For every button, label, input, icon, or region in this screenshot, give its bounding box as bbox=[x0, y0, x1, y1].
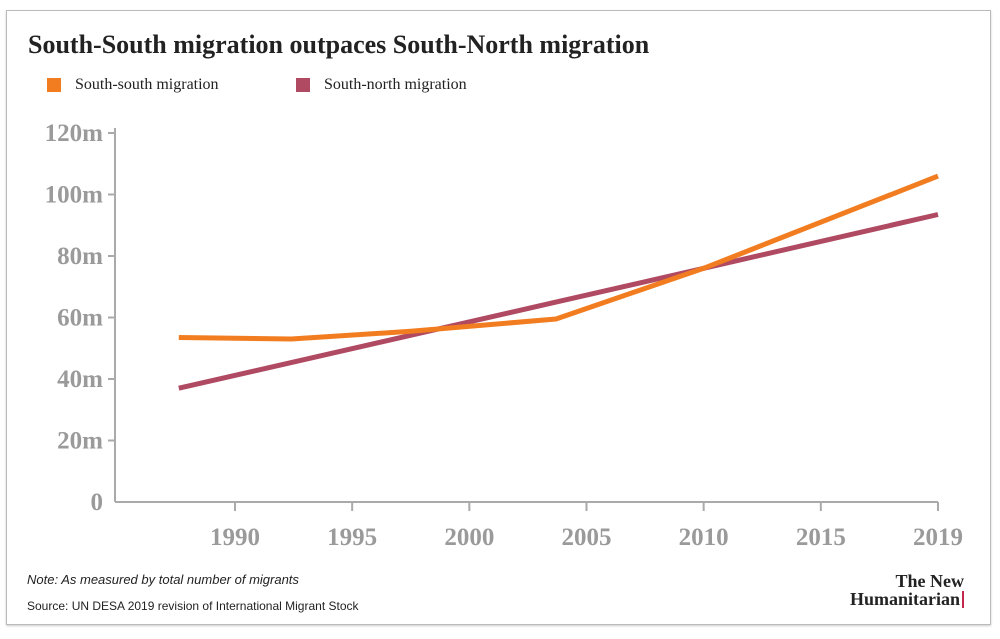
legend-swatch-south-south bbox=[47, 78, 61, 92]
chart-title: South-South migration outpaces South-Nor… bbox=[28, 30, 650, 59]
x-tick-label: 2010 bbox=[679, 524, 729, 551]
logo-line-1: The New bbox=[895, 571, 965, 591]
y-tick-label: 120m bbox=[45, 120, 104, 147]
chart-note: Note: As measured by total number of mig… bbox=[27, 572, 299, 587]
y-tick-label: 80m bbox=[57, 243, 103, 270]
x-tick-label: 1995 bbox=[327, 524, 377, 551]
y-tick-label: 60m bbox=[57, 305, 103, 332]
x-tick-label: 1990 bbox=[210, 524, 260, 551]
y-tick-label: 0 bbox=[91, 489, 104, 516]
legend-label-south-north: South-north migration bbox=[324, 76, 467, 93]
logo-line-2: Humanitarian bbox=[849, 589, 960, 609]
x-tick-label: 2015 bbox=[796, 524, 846, 551]
chart-source: Source: UN DESA 2019 revision of Interna… bbox=[27, 599, 359, 613]
series-line-south-north bbox=[178, 212, 939, 391]
legend-item-south-south: South-south migration bbox=[47, 76, 219, 94]
legend-item-south-north: South-north migration bbox=[296, 76, 467, 94]
y-tick-label: 40m bbox=[57, 366, 103, 393]
x-tick-label: 2005 bbox=[562, 524, 612, 551]
series-line-south-south bbox=[178, 173, 939, 342]
x-tick-label: 2000 bbox=[444, 524, 494, 551]
publisher-logo: The New Humanitarian bbox=[850, 572, 964, 608]
x-tick-label: 2019 bbox=[913, 524, 963, 551]
y-tick-label: 20m bbox=[57, 428, 103, 455]
legend-label-south-south: South-south migration bbox=[75, 76, 219, 93]
legend-swatch-south-north bbox=[296, 78, 310, 92]
logo-accent-bar bbox=[962, 591, 964, 608]
y-tick-label: 100m bbox=[45, 182, 104, 209]
chart-card bbox=[6, 10, 991, 625]
